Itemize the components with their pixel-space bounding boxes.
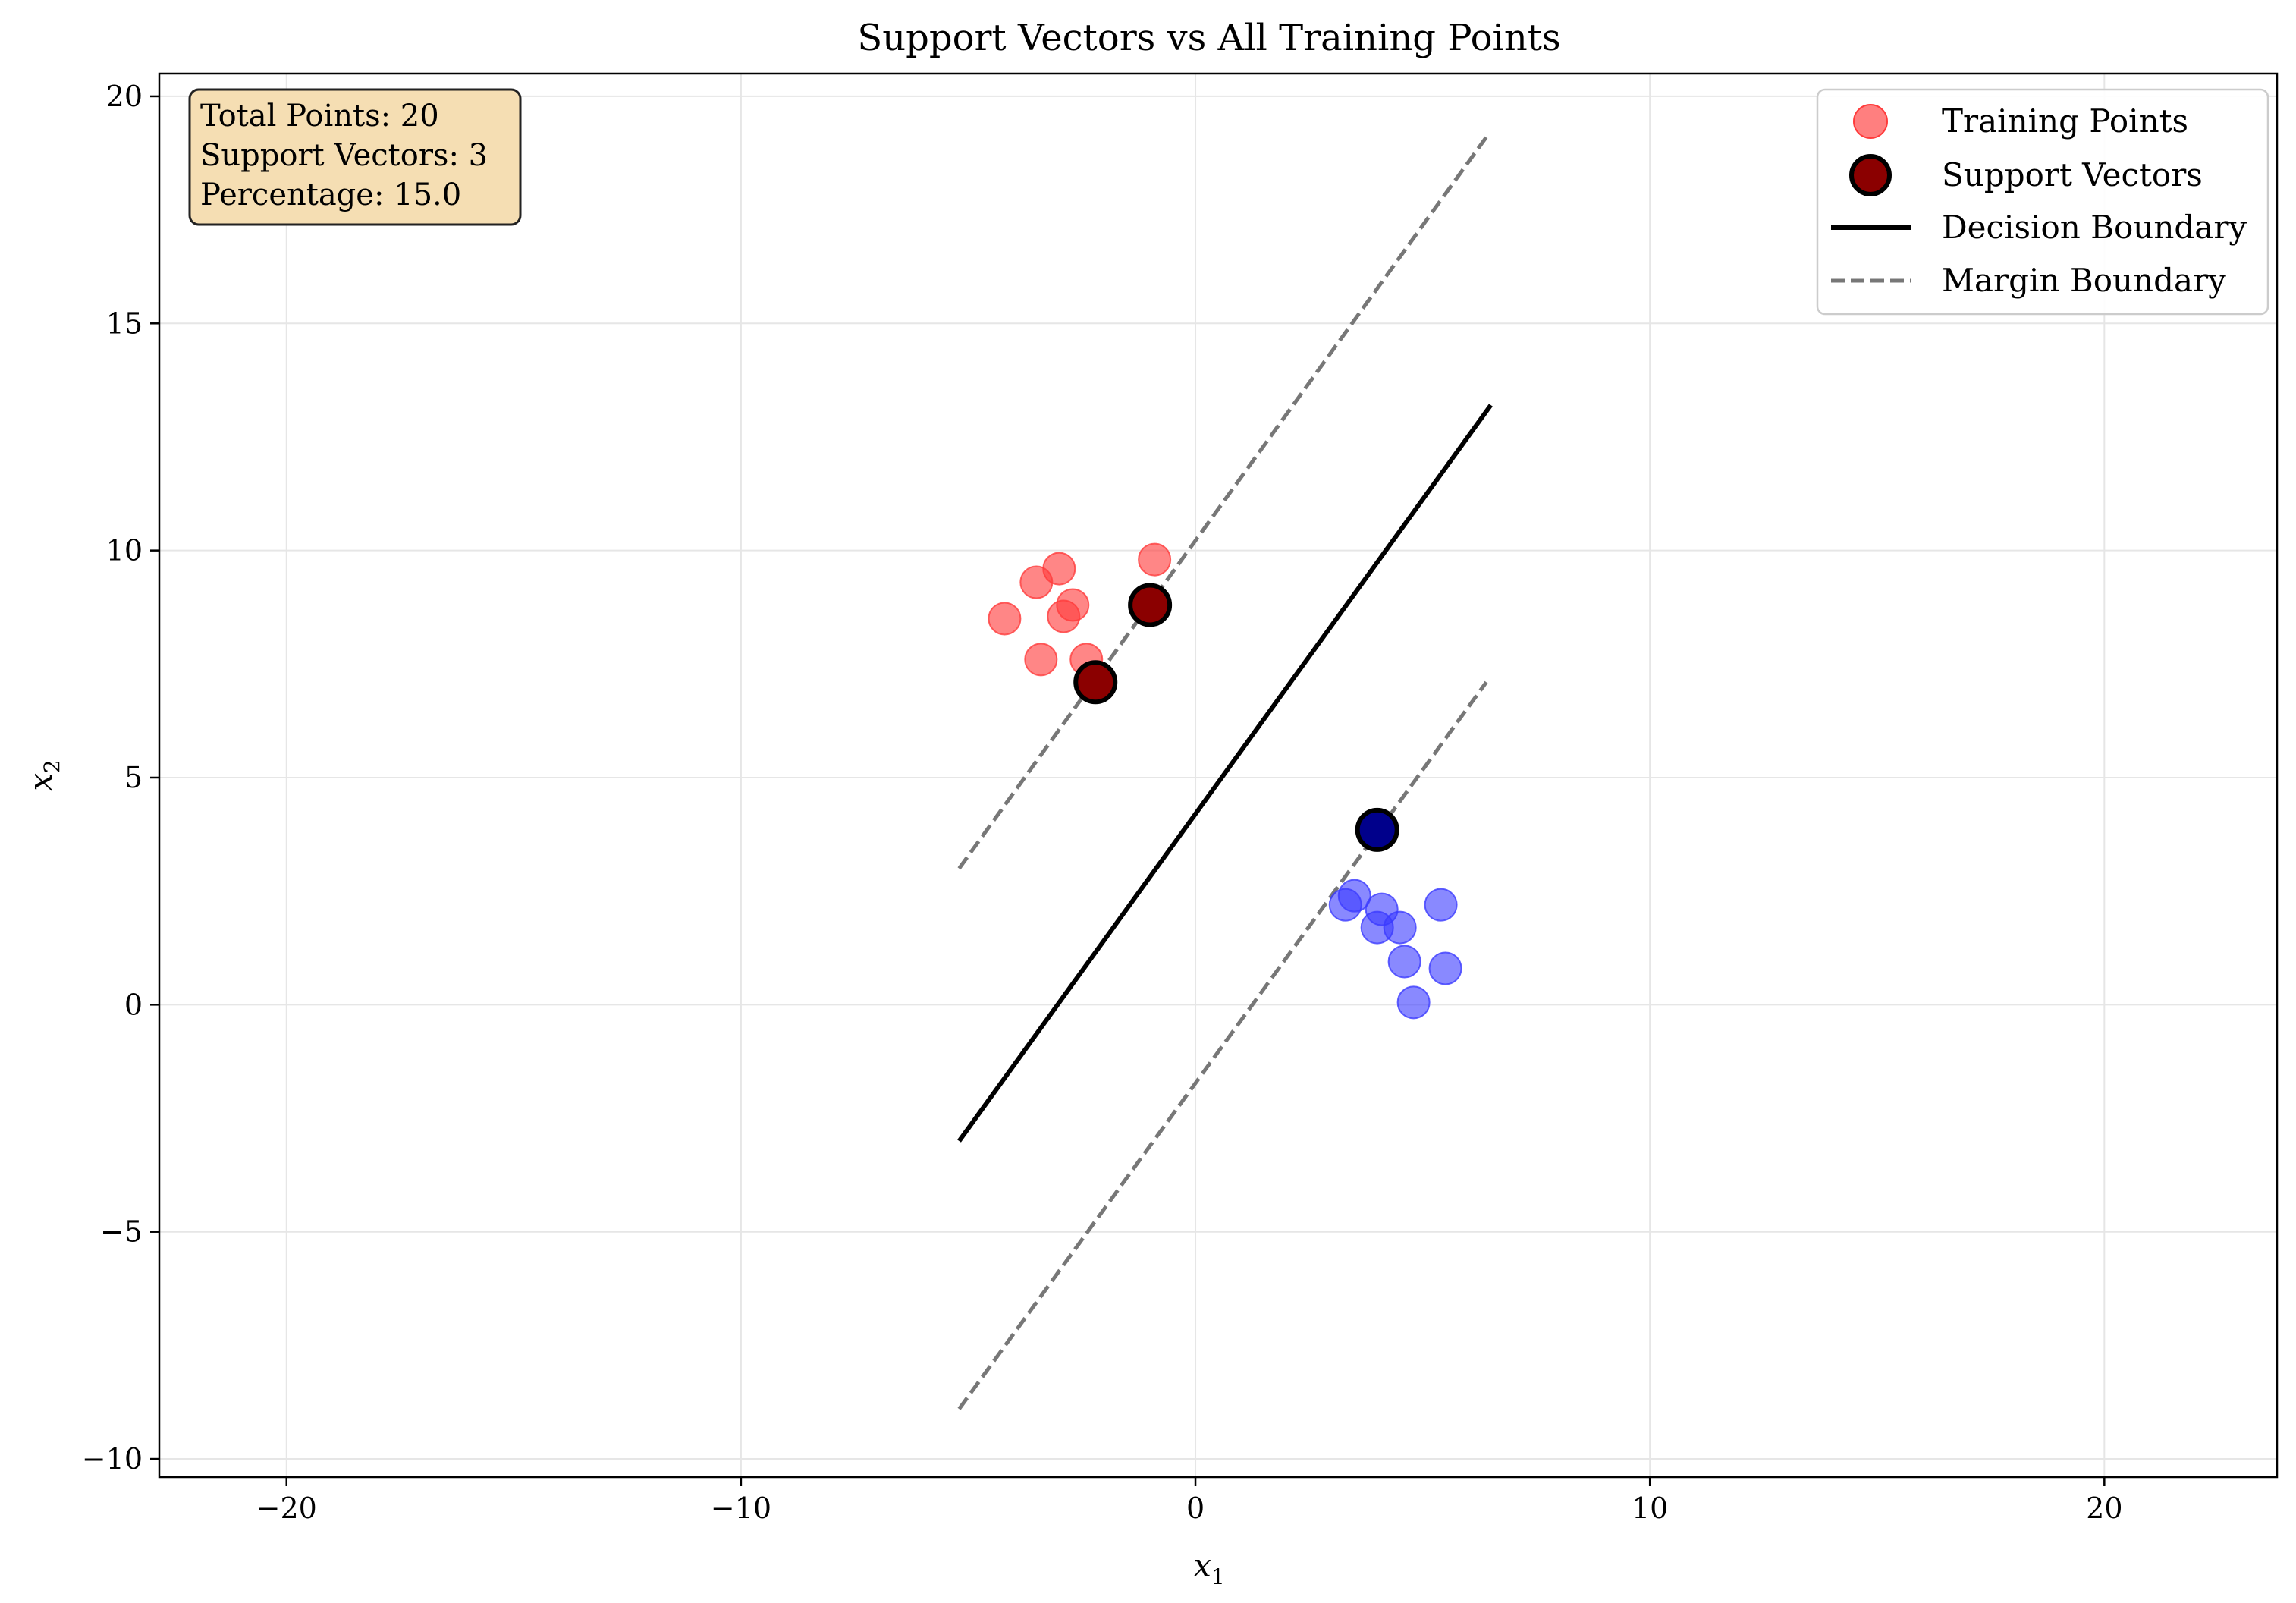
stats-box: Total Points: 20 Support Vectors: 3 Perc… xyxy=(188,88,522,226)
support-vectors xyxy=(1073,583,1399,852)
y-tick-label: 0 xyxy=(124,988,143,1021)
margin-boundary-line xyxy=(957,136,1488,870)
legend-support-vectors-label: Support Vectors xyxy=(1942,156,2203,193)
y-tick-label: 10 xyxy=(106,534,143,567)
legend-training-points-marker xyxy=(1853,104,1888,139)
x-tick-label: −10 xyxy=(711,1491,771,1525)
margin-boundary-line xyxy=(957,680,1488,1410)
training-point-class-b xyxy=(1396,985,1431,1020)
y-tick-label: −10 xyxy=(82,1442,143,1476)
legend-frame xyxy=(1816,88,2269,316)
plot-frame xyxy=(158,72,2279,1479)
grid xyxy=(159,74,2277,1477)
training-point-class-a xyxy=(1138,542,1172,577)
training-point-class-b xyxy=(1337,879,1371,913)
stats-percentage: Percentage: 15.0 xyxy=(200,178,461,212)
support-vector-point xyxy=(1128,583,1173,627)
legend-margin-boundary-label: Margin Boundary xyxy=(1942,262,2226,299)
training-point-class-b xyxy=(1387,945,1421,979)
y-tick-label: −5 xyxy=(100,1215,143,1249)
support-vector-point xyxy=(1073,660,1118,705)
x-axis-label: x1 xyxy=(1193,1547,1225,1589)
legend-training-points-label: Training Points xyxy=(1942,102,2188,140)
stats-box-frame xyxy=(188,88,522,226)
y-tick-label: 5 xyxy=(124,761,143,794)
legend: Training Points Support Vectors Decision… xyxy=(1816,88,2269,316)
training-point-class-a xyxy=(1047,599,1081,633)
x-tick-label: −20 xyxy=(256,1491,317,1525)
training-point-class-b xyxy=(1383,910,1417,945)
legend-support-vectors-marker xyxy=(1849,154,1892,196)
boundary-lines xyxy=(957,136,1493,1410)
training-point-class-a xyxy=(1042,552,1076,586)
stats-total-points: Total Points: 20 xyxy=(200,99,439,134)
x-tick-label: 0 xyxy=(1186,1491,1205,1525)
training-point-class-a xyxy=(1024,643,1058,677)
y-tick-label: 20 xyxy=(106,80,143,113)
x-tick-label: 10 xyxy=(1632,1491,1668,1525)
x-tick-label: 20 xyxy=(2086,1491,2122,1525)
training-point-class-b xyxy=(1428,951,1462,985)
stats-support-vectors: Support Vectors: 3 xyxy=(200,138,488,173)
training-point-class-b xyxy=(1424,888,1458,922)
y-tick-label: 15 xyxy=(106,306,143,340)
axis-ticks: −20 −10 0 10 20 −10 −5 0 5 10 15 20 xyxy=(82,80,2123,1525)
y-axis-label: x2 xyxy=(22,759,64,791)
legend-decision-boundary-label: Decision Boundary xyxy=(1942,209,2247,246)
decision-boundary-line xyxy=(957,404,1493,1143)
chart-title: Support Vectors vs All Training Points xyxy=(857,17,1560,59)
support-vector-point xyxy=(1355,807,1399,852)
training-point-class-a xyxy=(988,602,1022,636)
